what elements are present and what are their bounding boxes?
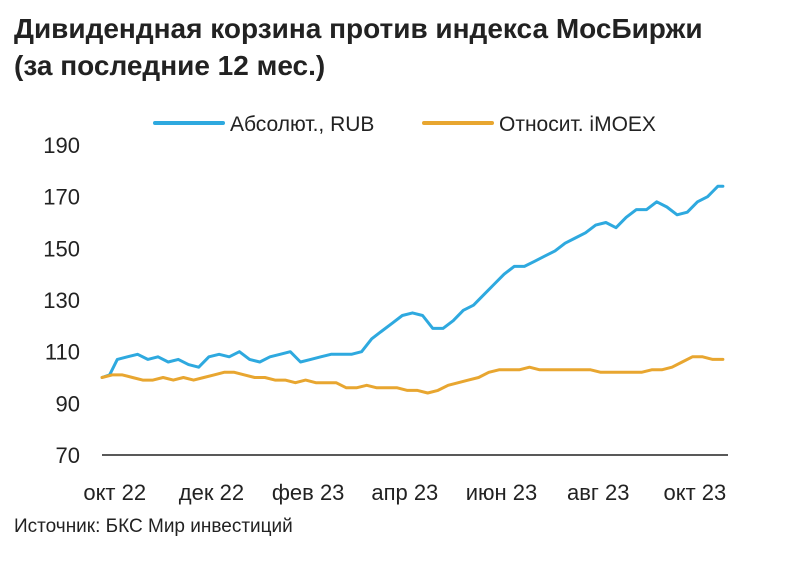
y-tick-label: 110	[45, 340, 80, 365]
x-tick-label: июн 23	[466, 480, 538, 505]
series-line-2	[100, 355, 725, 395]
x-tick-label: окт 22	[83, 480, 146, 505]
x-tick-label: дек 22	[179, 480, 244, 505]
x-tick-label: авг 23	[567, 480, 630, 505]
y-tick-label: 90	[56, 391, 80, 416]
source-note: Источник: БКС Мир инвестиций	[14, 516, 293, 537]
legend-label: Абсолют., RUB	[230, 113, 374, 136]
chart-title-main: Дивидендная корзина против индекса МосБи…	[14, 13, 703, 44]
chart-title: Дивидендная корзина против индекса МосБи…	[14, 10, 794, 84]
y-tick-label: 150	[43, 236, 80, 261]
y-tick-label: 170	[43, 185, 80, 210]
x-tick-label: апр 23	[371, 480, 438, 505]
y-tick-label: 130	[43, 288, 80, 313]
legend-label: Относит. iMOEX	[499, 113, 656, 136]
y-tick-label: 70	[56, 443, 80, 468]
series-line-1	[100, 184, 725, 379]
x-tick-label: фев 23	[272, 480, 345, 505]
chart-subtitle: (за последние 12 мес.)	[14, 50, 326, 81]
x-tick-label: окт 23	[664, 480, 727, 505]
y-tick-label: 190	[43, 133, 80, 158]
